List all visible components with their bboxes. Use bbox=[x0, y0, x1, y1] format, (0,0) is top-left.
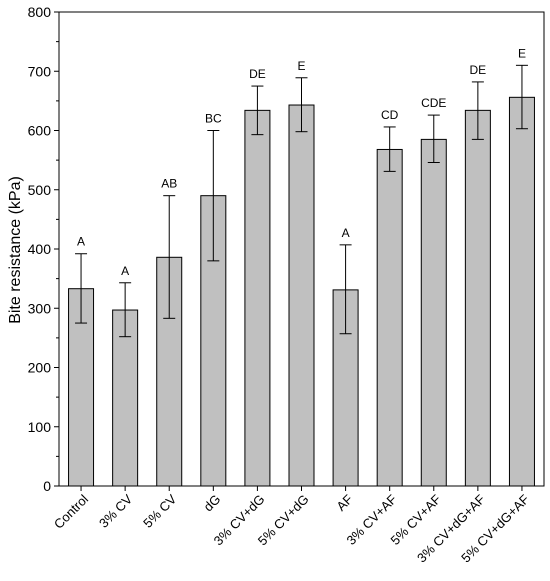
group-label-8: CDE bbox=[421, 96, 446, 110]
bar-8 bbox=[420, 138, 447, 487]
category-label-3: dG bbox=[201, 492, 224, 515]
error-bar-8 bbox=[427, 114, 440, 163]
category-label-6: AF bbox=[333, 491, 355, 513]
bar-10 bbox=[508, 96, 535, 487]
bar-1 bbox=[112, 309, 139, 487]
error-bar-5 bbox=[295, 77, 308, 133]
group-label-5: E bbox=[297, 59, 305, 73]
error-bar-2 bbox=[163, 195, 176, 319]
group-label-3: BC bbox=[205, 112, 222, 126]
y-tick-label-3: 300 bbox=[28, 300, 52, 316]
group-label-0: A bbox=[77, 235, 85, 249]
bars-layer bbox=[68, 96, 535, 487]
bar-3 bbox=[200, 195, 227, 487]
bar-9 bbox=[464, 109, 491, 487]
error-bar-4 bbox=[251, 85, 264, 136]
error-bar-7 bbox=[383, 126, 396, 172]
group-label-4: DE bbox=[249, 67, 266, 81]
error-bar-3 bbox=[207, 130, 220, 262]
y-axis-title: Bite resistance (kPa) bbox=[7, 176, 24, 324]
group-label-1: A bbox=[121, 264, 129, 278]
axes-layer bbox=[54, 11, 545, 491]
y-tick-label-1: 100 bbox=[28, 419, 52, 435]
bar-5 bbox=[288, 104, 315, 487]
error-bar-1 bbox=[119, 282, 132, 338]
error-bars-layer bbox=[75, 64, 528, 338]
group-label-9: DE bbox=[470, 63, 487, 77]
group-label-2: AB bbox=[161, 177, 177, 191]
bar-7 bbox=[376, 148, 403, 487]
y-tick-label-5: 500 bbox=[28, 182, 52, 198]
group-label-10: E bbox=[518, 46, 526, 60]
error-bar-0 bbox=[75, 253, 88, 324]
error-bar-9 bbox=[471, 81, 484, 140]
category-label-0: Control bbox=[51, 491, 91, 531]
error-bar-6 bbox=[339, 244, 352, 335]
y-tick-label-4: 400 bbox=[28, 241, 52, 257]
category-label-1: 3% CV bbox=[96, 491, 135, 530]
y-tick-label-8: 800 bbox=[28, 4, 52, 20]
y-tick-label-6: 600 bbox=[28, 123, 52, 139]
y-tick-label-2: 200 bbox=[28, 360, 52, 376]
error-bar-10 bbox=[515, 64, 528, 130]
group-label-6: A bbox=[342, 226, 350, 240]
bar-4 bbox=[244, 109, 271, 487]
y-tick-label-7: 700 bbox=[28, 63, 52, 79]
category-label-2: 5% CV bbox=[140, 491, 179, 530]
y-tick-label-0: 0 bbox=[43, 478, 51, 494]
group-label-7: CD bbox=[381, 108, 399, 122]
